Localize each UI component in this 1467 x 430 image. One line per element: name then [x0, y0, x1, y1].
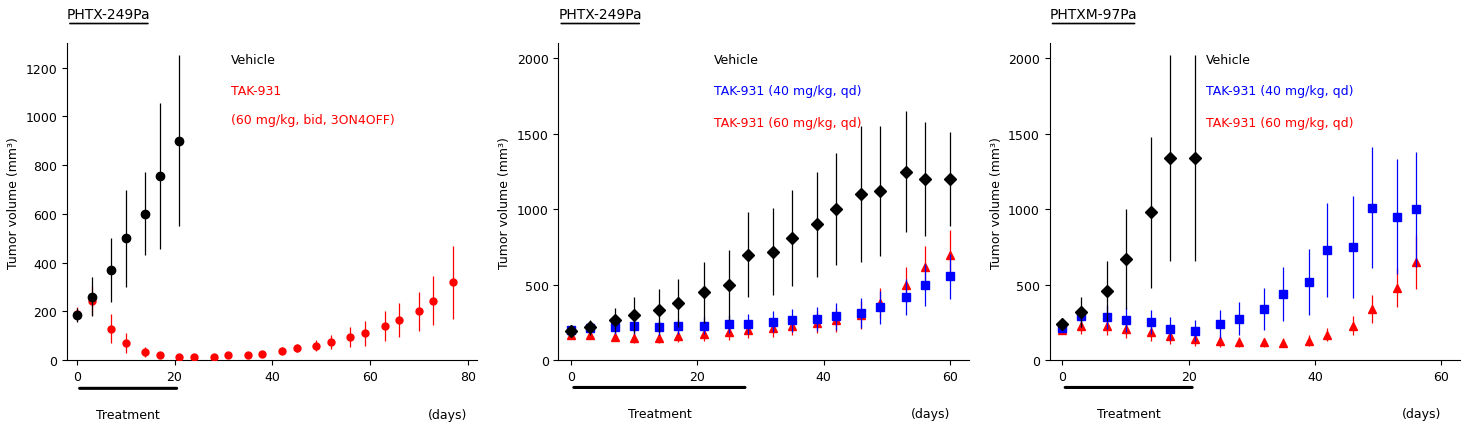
Text: (60 mg/kg, bid, 3ON4OFF): (60 mg/kg, bid, 3ON4OFF): [232, 114, 395, 127]
Y-axis label: Tumor volume (mm³): Tumor volume (mm³): [499, 136, 512, 268]
Text: (days): (days): [911, 407, 949, 420]
Text: PHTX-249Pa: PHTX-249Pa: [67, 8, 151, 22]
Text: PHTX-249Pa: PHTX-249Pa: [559, 8, 643, 22]
Text: Vehicle: Vehicle: [1206, 54, 1250, 67]
Text: Vehicle: Vehicle: [714, 54, 760, 67]
Text: TAK-931 (40 mg/kg, qd): TAK-931 (40 mg/kg, qd): [1206, 85, 1353, 98]
Text: Vehicle: Vehicle: [232, 54, 276, 67]
Text: TAK-931 (60 mg/kg, qd): TAK-931 (60 mg/kg, qd): [1206, 117, 1353, 130]
Text: TAK-931: TAK-931: [232, 85, 282, 98]
Text: TAK-931 (40 mg/kg, qd): TAK-931 (40 mg/kg, qd): [714, 85, 861, 98]
Text: PHTXM-97Pa: PHTXM-97Pa: [1050, 8, 1137, 22]
Text: (days): (days): [1402, 407, 1441, 420]
Text: (days): (days): [428, 408, 468, 421]
Y-axis label: Tumor volume (mm³): Tumor volume (mm³): [990, 136, 1002, 268]
Text: Treatment: Treatment: [1097, 407, 1160, 420]
Text: TAK-931 (60 mg/kg, qd): TAK-931 (60 mg/kg, qd): [714, 117, 861, 130]
Text: Treatment: Treatment: [628, 407, 691, 420]
Text: Treatment: Treatment: [97, 408, 160, 421]
Y-axis label: Tumor volume (mm³): Tumor volume (mm³): [7, 136, 21, 268]
